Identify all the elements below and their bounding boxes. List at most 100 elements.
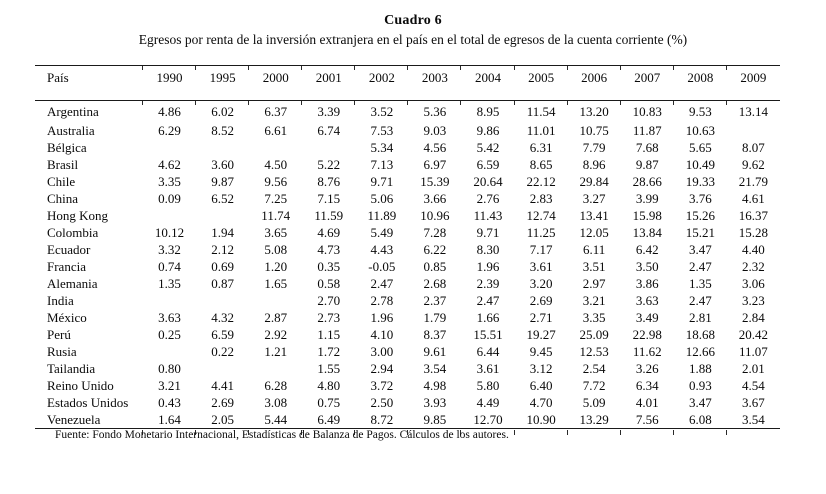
data-table: País 1990 1995 2000 2001 2002 2003 2004 2005 2006… <box>35 65 780 435</box>
table-row: Alemania 1.35 0.87 1.65 0.58 2.47 2.68 2.39 3.20… <box>35 275 780 292</box>
value-cell: 12.70 <box>460 411 515 435</box>
table-row: Argentina 4.86 6.02 6.37 3.39 3.52 5.36 8.95 11.… <box>35 100 780 123</box>
value-cell: 9.56 <box>264 174 288 189</box>
value-cell: 15.51 <box>473 327 503 342</box>
value-cell: 6.42 <box>635 242 659 257</box>
value-cell: 11.25 <box>526 225 556 240</box>
table-row: Hong Kong 11.74 11.59 11.89 10.96 11.43 12.74 1… <box>35 207 780 224</box>
value-cell: 7.25 <box>264 191 288 206</box>
value-cell: 1.20 <box>264 259 288 274</box>
value-cell: 11.74 <box>261 208 291 223</box>
value-cell: 3.20 <box>529 276 553 291</box>
value-cell: 3.47 <box>688 242 712 257</box>
table-row: Venezuela 1.64 2.05 5.44 6.49 8.72 9.85 12.70 10… <box>35 411 780 435</box>
value-cell: 2.39 <box>476 276 500 291</box>
country-cell: Alemania <box>47 276 98 291</box>
value-cell: 8.07 <box>742 140 765 155</box>
table-row: Colombia 10.12 1.94 3.65 4.69 5.49 7.28 9.71 11.… <box>35 224 780 241</box>
value-cell: 7.72 <box>582 378 606 393</box>
value-cell: 3.50 <box>635 259 659 274</box>
value-cell <box>302 139 355 156</box>
value-cell: 8.65 <box>529 157 553 172</box>
value-cell: -0.05 <box>368 259 396 274</box>
value-cell: 2.68 <box>423 276 447 291</box>
col-header-year: 2007 <box>619 65 674 101</box>
value-cell: 3.12 <box>529 361 553 376</box>
value-cell: 2.70 <box>317 293 341 308</box>
table-row: Brasil 4.62 3.60 4.50 5.22 7.13 6.97 6.59 8.65 8.… <box>35 156 780 173</box>
value-cell: 5.34 <box>370 140 394 155</box>
table-row: India 2.70 2.78 2.37 2.47 2.69 3.21 3.63 2.47 3.2… <box>35 292 780 309</box>
country-cell: Hong Kong <box>47 208 109 223</box>
value-cell: 2.37 <box>423 293 447 308</box>
value-cell: 11.43 <box>473 208 503 223</box>
value-cell: 1.35 <box>158 276 181 291</box>
value-cell: 5.80 <box>476 378 500 393</box>
value-cell: 0.80 <box>158 361 181 376</box>
value-cell: 2.05 <box>195 411 250 435</box>
value-cell: 0.09 <box>158 191 181 206</box>
value-cell: 6.28 <box>264 378 288 393</box>
value-cell: 6.08 <box>672 411 727 435</box>
value-cell: 3.06 <box>742 276 765 291</box>
value-cell: 1.65 <box>264 276 288 291</box>
value-cell: 3.39 <box>301 100 355 123</box>
country-cell: Estados Unidos <box>47 395 129 410</box>
country-cell: India <box>47 293 74 308</box>
value-cell: 8.72 <box>354 411 409 435</box>
value-cell: 20.42 <box>738 327 769 342</box>
col-header-year: 1995 <box>195 65 250 101</box>
country-cell: Rusia <box>47 344 77 359</box>
value-cell: 10.96 <box>420 208 450 223</box>
value-cell: 12.53 <box>579 344 609 359</box>
value-cell: 8.96 <box>582 157 606 172</box>
value-cell: 2.83 <box>529 191 553 206</box>
value-cell: 2.47 <box>688 293 712 308</box>
value-cell: 0.69 <box>211 259 234 274</box>
value-cell <box>196 207 249 224</box>
value-cell: 1.88 <box>688 361 712 376</box>
value-cell: 2.84 <box>742 310 765 325</box>
value-cell <box>727 122 780 139</box>
value-cell: 3.65 <box>264 225 288 240</box>
value-cell: 9.61 <box>423 344 447 359</box>
value-cell: 5.44 <box>248 411 303 435</box>
country-cell: Francia <box>47 259 86 274</box>
value-cell <box>196 139 249 156</box>
value-cell: 1.21 <box>264 344 288 359</box>
table-title: Cuadro 6 <box>384 13 442 28</box>
value-cell: 3.35 <box>158 174 181 189</box>
value-cell: 8.37 <box>423 327 447 342</box>
value-cell: 11.87 <box>632 123 662 138</box>
value-cell: 13.84 <box>632 225 662 240</box>
value-cell: 6.59 <box>476 157 500 172</box>
value-cell: 7.17 <box>529 242 553 257</box>
value-cell: 4.41 <box>211 378 234 393</box>
country-cell: Perú <box>47 327 71 342</box>
value-cell: 22.12 <box>526 174 556 189</box>
value-cell: 6.34 <box>635 378 659 393</box>
value-cell: 12.05 <box>579 225 609 240</box>
value-cell: 6.02 <box>195 100 249 123</box>
value-cell: 3.72 <box>370 378 394 393</box>
value-cell: 4.49 <box>476 395 500 410</box>
value-cell: 3.67 <box>742 395 765 410</box>
value-cell: 9.45 <box>529 344 553 359</box>
value-cell: 4.56 <box>423 140 447 155</box>
value-cell: 15.28 <box>738 225 769 240</box>
col-header-year: 2003 <box>407 65 462 101</box>
table-row: México 3.63 4.32 2.87 2.73 1.96 1.79 1.66 2.71 3.… <box>35 309 780 326</box>
value-cell: 8.95 <box>460 100 514 123</box>
value-cell: 19.27 <box>526 327 556 342</box>
country-cell: Chile <box>47 174 76 189</box>
value-cell <box>143 207 196 224</box>
value-cell: 3.61 <box>476 361 500 376</box>
country-cell: Reino Unido <box>47 378 114 393</box>
value-cell: 22.98 <box>632 327 662 342</box>
value-cell: 11.59 <box>314 208 344 223</box>
value-cell: 11.07 <box>739 344 768 359</box>
value-cell: 1.79 <box>423 310 447 325</box>
value-cell: 2.76 <box>476 191 500 206</box>
value-cell: 1.55 <box>317 361 341 376</box>
table-row: Chile 3.35 9.87 9.56 8.76 9.71 15.39 20.64 22.12… <box>35 173 780 190</box>
